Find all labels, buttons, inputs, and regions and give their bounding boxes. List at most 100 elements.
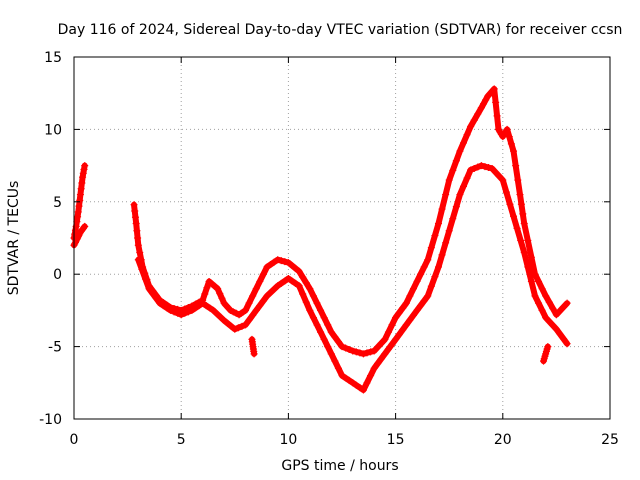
data-point bbox=[177, 311, 185, 319]
data-point bbox=[170, 308, 178, 316]
data-point bbox=[359, 386, 367, 394]
data-point bbox=[250, 350, 258, 358]
data-point bbox=[302, 298, 310, 306]
data-point bbox=[392, 335, 400, 343]
data-point bbox=[524, 236, 532, 244]
data-traces bbox=[70, 85, 571, 394]
data-point bbox=[524, 263, 532, 271]
y-tick-label: 15 bbox=[44, 50, 62, 66]
data-point bbox=[552, 325, 560, 333]
data-point bbox=[438, 205, 446, 213]
data-point bbox=[80, 223, 88, 231]
data-point bbox=[409, 285, 417, 293]
data-point bbox=[442, 191, 450, 199]
data-point bbox=[482, 96, 490, 104]
data-point bbox=[424, 292, 432, 300]
data-point bbox=[477, 162, 485, 170]
data-point bbox=[445, 227, 453, 235]
data-point bbox=[520, 248, 528, 256]
data-point bbox=[270, 285, 278, 293]
x-tick-label: 0 bbox=[70, 432, 79, 448]
data-point bbox=[467, 166, 475, 174]
data-point bbox=[367, 372, 375, 380]
x-tick-label: 25 bbox=[601, 432, 619, 448]
data-point bbox=[342, 374, 350, 382]
data-point bbox=[374, 359, 382, 367]
series-segment-1b bbox=[70, 222, 89, 249]
data-point bbox=[552, 311, 560, 319]
data-point bbox=[427, 244, 435, 252]
data-point bbox=[517, 200, 525, 208]
data-point bbox=[510, 212, 518, 220]
y-tick-label: 0 bbox=[53, 267, 62, 283]
data-point bbox=[480, 100, 488, 108]
data-point bbox=[156, 299, 164, 307]
data-point bbox=[199, 299, 207, 307]
data-point bbox=[477, 104, 485, 112]
grid-lines bbox=[74, 57, 610, 419]
data-point bbox=[238, 322, 246, 330]
data-point bbox=[492, 98, 500, 106]
data-point bbox=[79, 173, 87, 181]
data-point bbox=[134, 234, 142, 242]
data-point bbox=[320, 335, 328, 343]
data-point bbox=[292, 279, 300, 287]
data-point bbox=[242, 321, 250, 329]
data-point bbox=[370, 364, 378, 372]
data-point bbox=[74, 213, 82, 221]
data-point bbox=[363, 349, 371, 357]
data-point bbox=[81, 222, 89, 230]
data-point bbox=[213, 310, 221, 318]
data-point bbox=[281, 258, 289, 266]
data-point bbox=[349, 379, 357, 387]
data-point bbox=[506, 200, 514, 208]
data-point bbox=[302, 279, 310, 287]
data-point bbox=[274, 282, 282, 290]
data-point bbox=[459, 182, 467, 190]
data-point bbox=[256, 302, 264, 310]
data-point bbox=[490, 85, 498, 93]
data-point bbox=[284, 275, 292, 283]
data-point bbox=[474, 110, 482, 118]
data-point bbox=[420, 263, 428, 271]
data-point bbox=[334, 338, 342, 346]
data-point bbox=[224, 319, 232, 327]
x-tick-label: 10 bbox=[279, 432, 297, 448]
data-point bbox=[406, 316, 414, 324]
data-point bbox=[252, 306, 260, 314]
data-point bbox=[214, 285, 222, 293]
data-point bbox=[75, 202, 83, 210]
data-point bbox=[549, 321, 557, 329]
data-point bbox=[149, 290, 157, 298]
data-point bbox=[535, 277, 543, 285]
data-point bbox=[417, 270, 425, 278]
data-point bbox=[79, 169, 87, 177]
data-point bbox=[78, 179, 86, 187]
data-point bbox=[174, 309, 182, 317]
data-point bbox=[71, 226, 79, 234]
data-point bbox=[434, 220, 442, 228]
data-point bbox=[510, 147, 518, 155]
data-point bbox=[313, 299, 321, 307]
data-point bbox=[324, 321, 332, 329]
data-point bbox=[218, 294, 226, 302]
data-point bbox=[519, 210, 527, 218]
data-point bbox=[370, 347, 378, 355]
data-point bbox=[342, 344, 350, 352]
data-point bbox=[505, 133, 513, 141]
data-point bbox=[402, 299, 410, 307]
data-point bbox=[136, 248, 144, 256]
data-point bbox=[220, 317, 228, 325]
data-point bbox=[317, 328, 325, 336]
y-tick-label: -5 bbox=[48, 340, 62, 356]
data-point bbox=[345, 376, 353, 384]
data-point bbox=[309, 314, 317, 322]
data-point bbox=[442, 239, 450, 247]
data-point bbox=[560, 303, 568, 311]
data-point bbox=[399, 326, 407, 334]
data-point bbox=[445, 176, 453, 184]
data-point bbox=[206, 304, 214, 312]
x-tick-label: 20 bbox=[494, 432, 512, 448]
data-point bbox=[134, 256, 142, 264]
